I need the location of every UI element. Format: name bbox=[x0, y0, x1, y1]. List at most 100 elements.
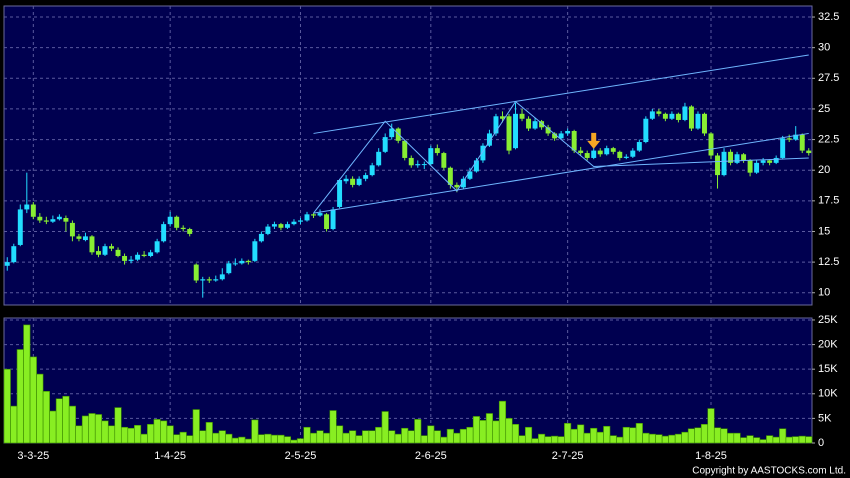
volume-bar bbox=[218, 430, 226, 444]
candle-body bbox=[519, 113, 525, 119]
candle-body bbox=[337, 180, 343, 207]
volume-bar bbox=[23, 324, 31, 444]
candle-body bbox=[441, 153, 447, 168]
candle-body bbox=[43, 220, 49, 222]
candle-body bbox=[356, 178, 362, 185]
volume-bar bbox=[616, 436, 624, 444]
x-tick-label: 2-6-25 bbox=[415, 450, 447, 462]
volume-bar bbox=[570, 428, 578, 444]
volume-bar bbox=[88, 413, 96, 444]
volume-bar bbox=[420, 435, 428, 444]
y-tick-label: 0 bbox=[818, 437, 824, 449]
candle-body bbox=[708, 133, 714, 156]
volume-bar bbox=[303, 426, 311, 444]
candle-body bbox=[760, 160, 766, 163]
candle-body bbox=[37, 216, 43, 221]
volume-bar bbox=[700, 423, 709, 444]
volume-bar bbox=[453, 432, 461, 444]
volume-bar bbox=[75, 425, 83, 444]
volume-bar bbox=[583, 432, 591, 444]
volume-bar bbox=[316, 430, 324, 444]
y-tick-label: 15 bbox=[818, 225, 830, 237]
x-tick-label: 3-3-25 bbox=[17, 450, 49, 462]
volume-bar bbox=[498, 400, 507, 444]
candle-body bbox=[806, 150, 812, 154]
candle-body bbox=[454, 184, 460, 188]
candle-body bbox=[402, 140, 408, 158]
volume-bar bbox=[746, 435, 754, 444]
candle-body bbox=[161, 224, 167, 242]
candle-body bbox=[675, 113, 681, 120]
candle-body bbox=[793, 134, 799, 140]
volume-bar bbox=[401, 427, 409, 444]
candle-body bbox=[532, 121, 538, 129]
volume-bar bbox=[368, 430, 376, 444]
volume-bar bbox=[309, 432, 318, 444]
volume-bar bbox=[355, 435, 363, 444]
candle-body bbox=[369, 165, 375, 176]
candle-body bbox=[109, 246, 114, 249]
volume-bar bbox=[459, 428, 467, 444]
candle-body bbox=[82, 236, 88, 241]
x-tick-label: 1-4-25 bbox=[154, 450, 186, 462]
volume-bar bbox=[342, 432, 350, 444]
volume-bar bbox=[251, 419, 259, 444]
volume-bar bbox=[674, 433, 682, 444]
volume-bar bbox=[707, 408, 715, 444]
candle-body bbox=[597, 150, 603, 155]
volume-bar bbox=[277, 434, 285, 444]
volume-bar bbox=[629, 427, 637, 444]
volume-bar bbox=[257, 434, 265, 444]
candle-body bbox=[102, 246, 108, 255]
volume-bar bbox=[596, 431, 604, 444]
volume-bar bbox=[681, 431, 689, 444]
volume-bar bbox=[792, 436, 800, 444]
candle-body bbox=[187, 229, 193, 234]
candle-body bbox=[245, 260, 251, 263]
volume-bar bbox=[42, 391, 50, 444]
volume-bar bbox=[114, 407, 122, 444]
candle-body bbox=[578, 150, 584, 154]
candle-body bbox=[69, 222, 75, 237]
candle-body bbox=[206, 279, 212, 281]
y-tick-label: 25K bbox=[818, 314, 838, 326]
volume-bar bbox=[524, 426, 533, 444]
volume-bar bbox=[740, 437, 748, 444]
volume-bar bbox=[349, 430, 357, 444]
candle-body bbox=[200, 279, 206, 281]
candle-body bbox=[565, 130, 571, 134]
volume-bar bbox=[381, 411, 389, 444]
volume-bar bbox=[120, 426, 129, 444]
candle-body bbox=[174, 216, 180, 228]
volume-bar bbox=[551, 435, 559, 444]
volume-bar bbox=[479, 420, 487, 444]
volume-bar bbox=[16, 349, 24, 444]
volume-bar bbox=[655, 434, 663, 444]
candle-body bbox=[447, 167, 453, 185]
candle-body bbox=[506, 116, 512, 151]
volume-bar bbox=[564, 423, 572, 444]
candle-body bbox=[421, 164, 427, 166]
volume-bar bbox=[753, 437, 761, 444]
y-tick-label: 20K bbox=[818, 338, 838, 350]
copyright: Copyright by AASTOCKS.com Ltd. bbox=[692, 466, 846, 477]
volume-bar bbox=[388, 430, 396, 444]
candle-body bbox=[767, 160, 773, 163]
volume-bar bbox=[160, 420, 168, 444]
volume-bar bbox=[642, 432, 650, 444]
volume-bar bbox=[238, 436, 246, 444]
candle-body bbox=[460, 178, 466, 188]
candle-body bbox=[513, 113, 518, 149]
candle-body bbox=[773, 157, 779, 163]
candle-body bbox=[50, 219, 56, 222]
candle-body bbox=[434, 148, 440, 154]
y-tick-label: 30 bbox=[818, 42, 830, 54]
marks bbox=[3, 54, 813, 444]
candle-body bbox=[213, 279, 219, 281]
candle-body bbox=[343, 178, 349, 182]
volume-bar bbox=[179, 431, 187, 444]
candle-body bbox=[656, 111, 662, 114]
volume-bar bbox=[505, 418, 513, 444]
volume-bar bbox=[205, 422, 213, 444]
